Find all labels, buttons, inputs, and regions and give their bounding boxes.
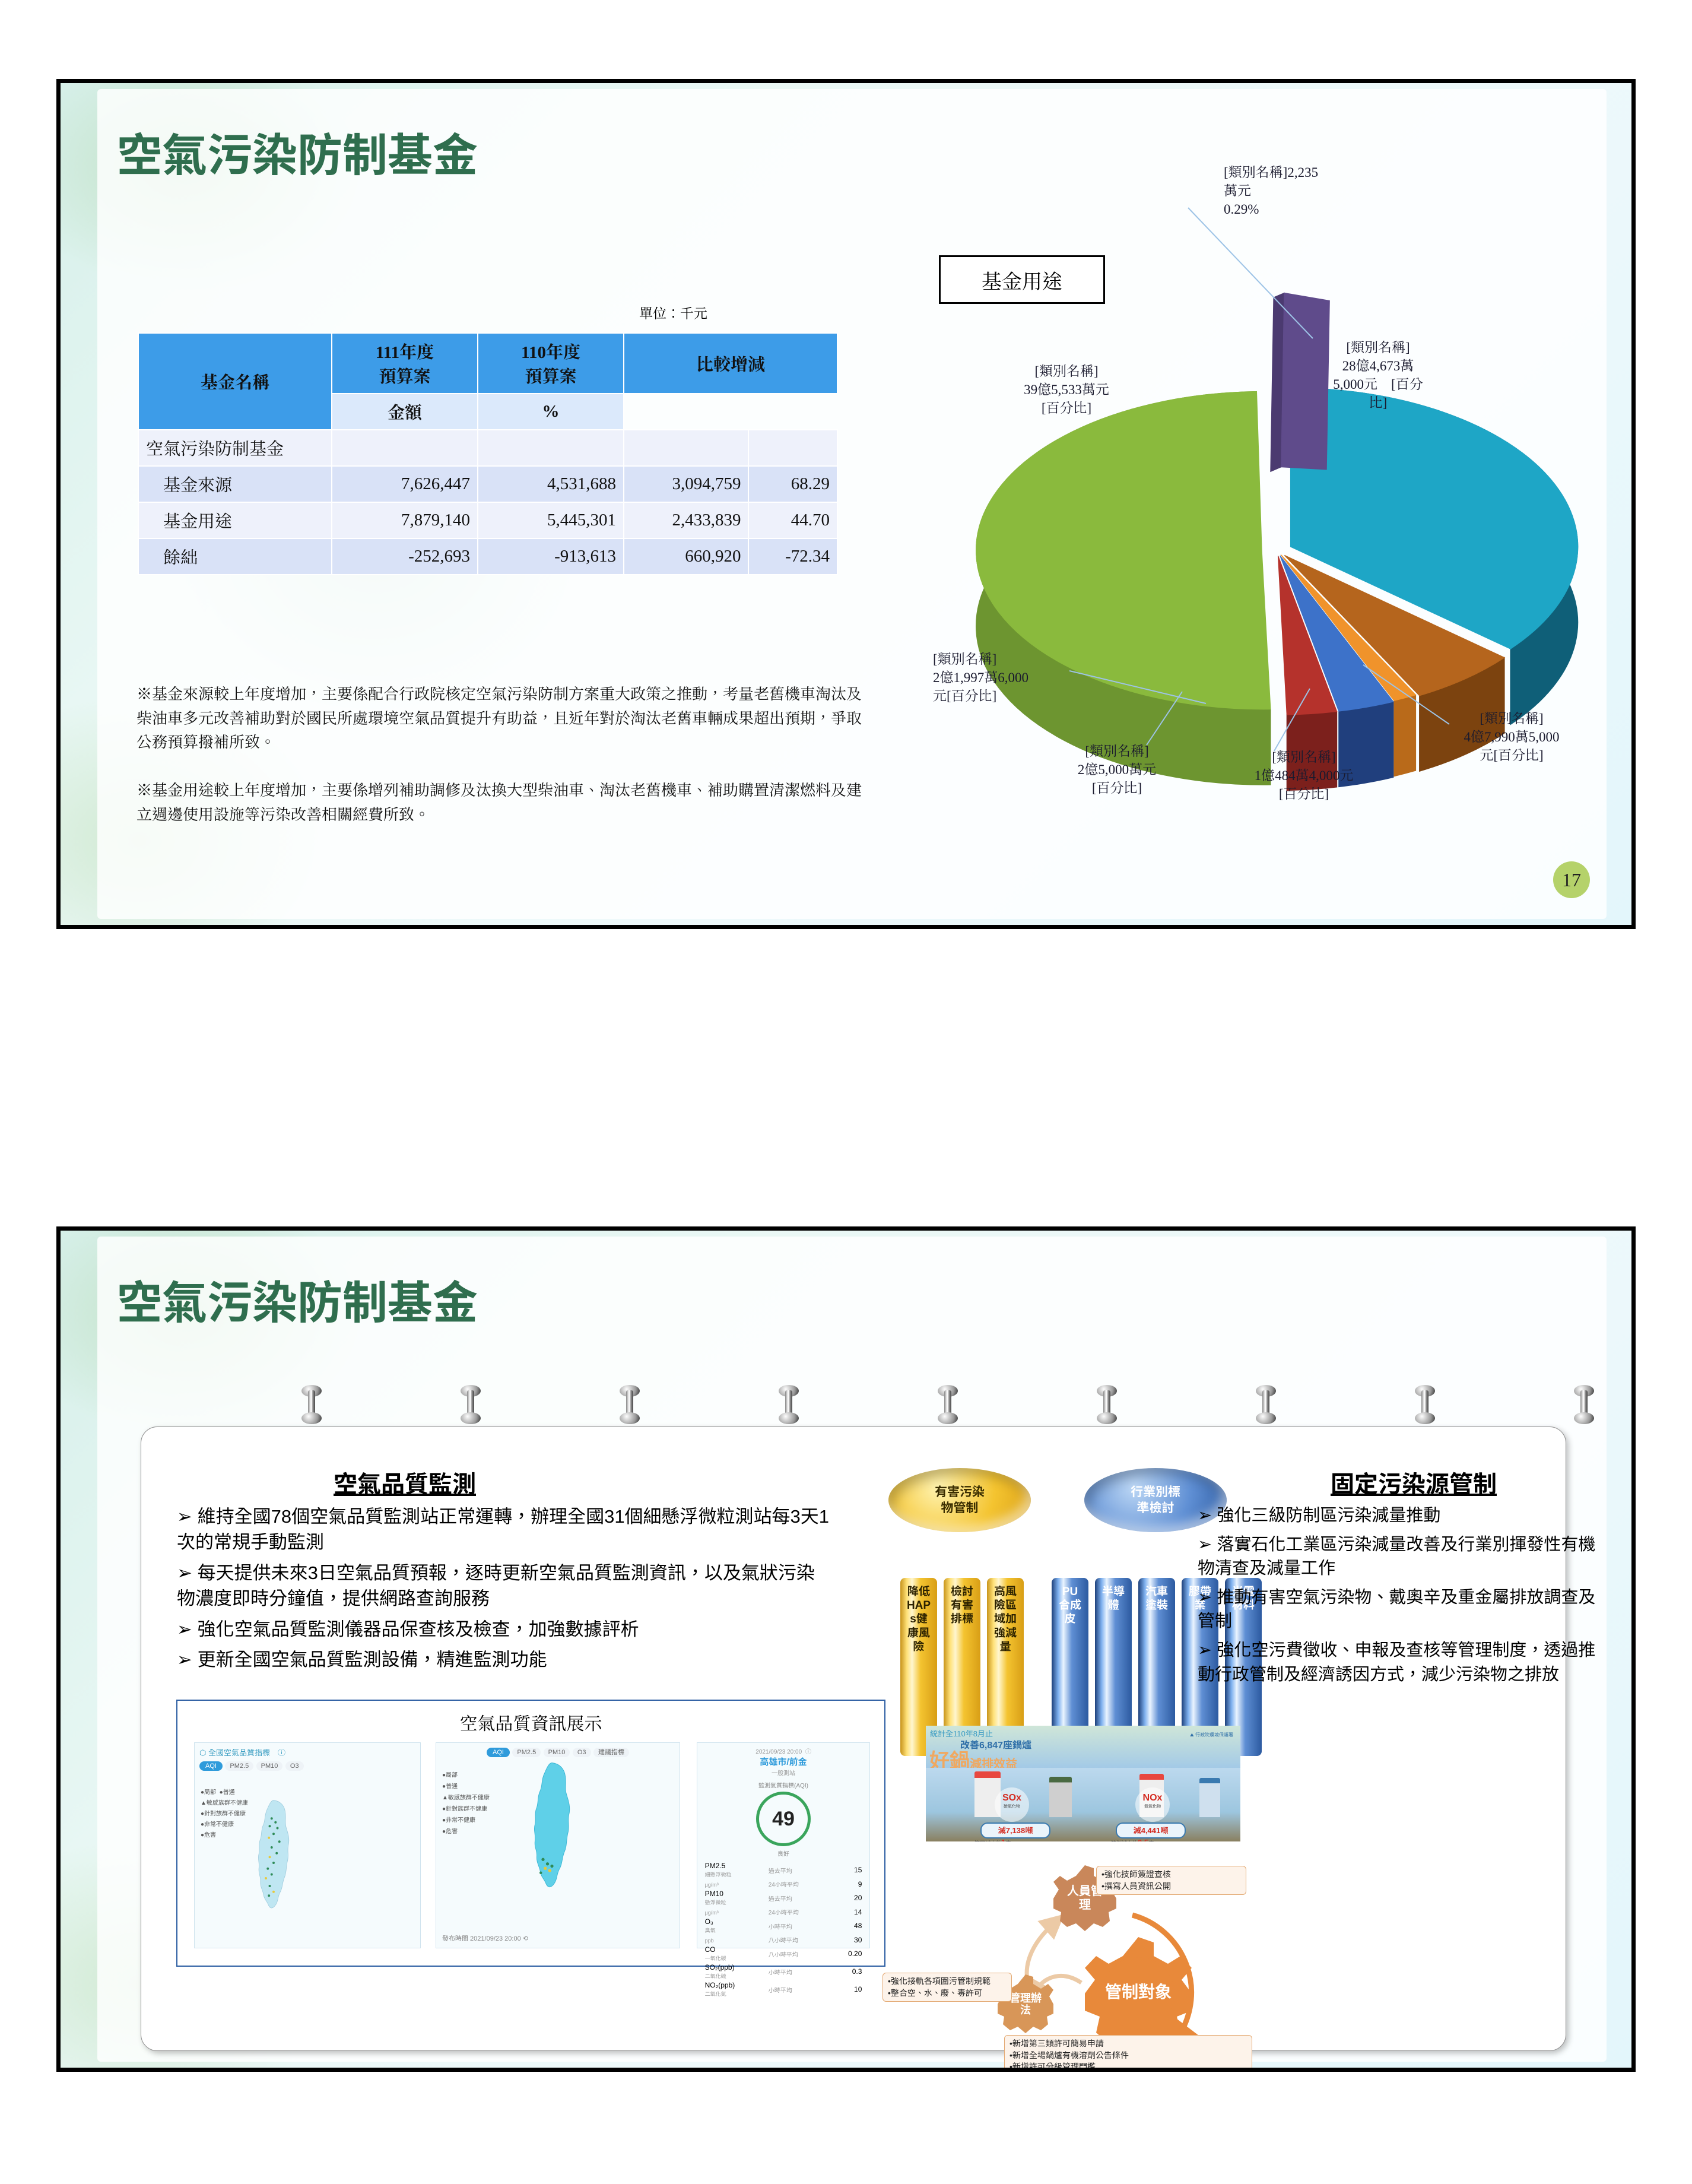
- svg-text:管理辦: 管理辦: [1010, 1992, 1042, 2004]
- svg-text:管制對象: 管制對象: [1105, 1982, 1172, 2001]
- svg-text:理: 理: [1079, 1898, 1091, 1912]
- svg-text:法: 法: [1020, 2004, 1031, 2016]
